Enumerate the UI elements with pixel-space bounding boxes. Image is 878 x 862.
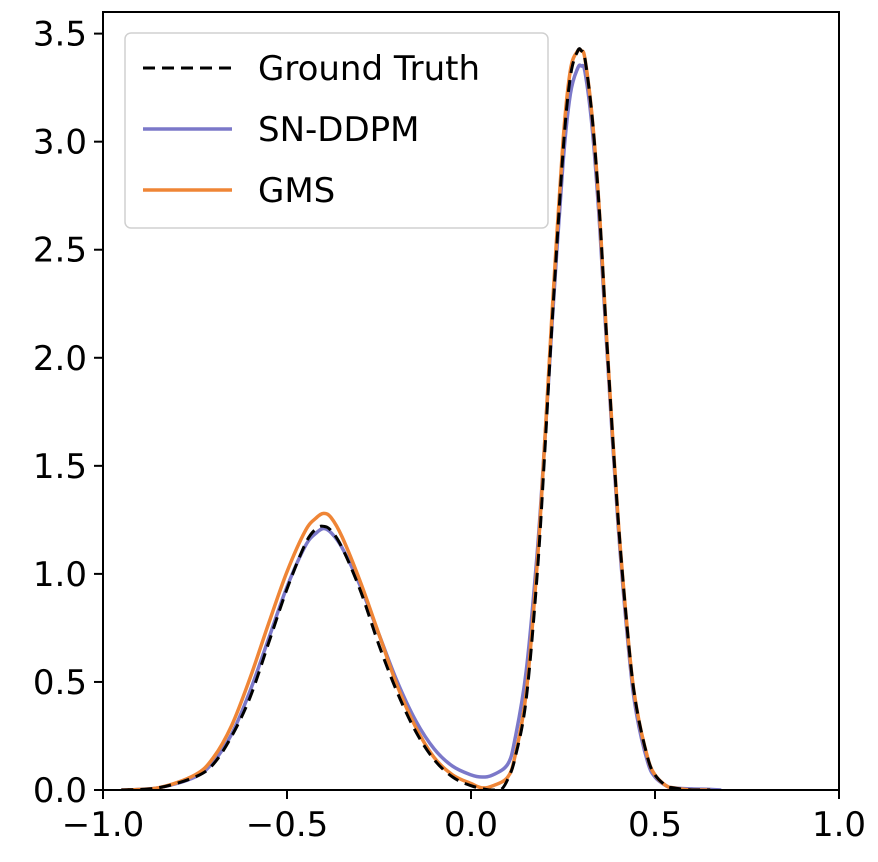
y-tick-label: 3.0 bbox=[33, 123, 87, 163]
y-tick-label: 1.5 bbox=[33, 447, 87, 487]
x-tick-label: −0.5 bbox=[246, 805, 329, 845]
y-tick-label: 0.0 bbox=[33, 771, 87, 811]
y-tick-label: 2.5 bbox=[33, 231, 87, 271]
x-tick-label: 0.5 bbox=[628, 805, 682, 845]
legend: Ground Truth SN-DDPM GMS bbox=[124, 32, 549, 229]
legend-label-ground-truth: Ground Truth bbox=[258, 49, 480, 89]
x-tick-label: −1.0 bbox=[62, 805, 145, 845]
series-layer bbox=[121, 47, 722, 790]
x-tick-label: 1.0 bbox=[812, 805, 866, 845]
y-axis: 0.0 0.5 1.0 1.5 2.0 2.5 3.0 3.5 bbox=[33, 15, 103, 811]
y-tick-label: 0.5 bbox=[33, 663, 87, 703]
y-tick-label: 1.0 bbox=[33, 555, 87, 595]
legend-label-sn-ddpm: SN-DDPM bbox=[258, 110, 419, 150]
x-tick-label: 0.0 bbox=[444, 805, 498, 845]
y-tick-label: 2.0 bbox=[33, 339, 87, 379]
legend-box bbox=[124, 32, 549, 229]
y-tick-label: 3.5 bbox=[33, 15, 87, 55]
legend-label-gms: GMS bbox=[258, 171, 335, 211]
x-axis: −1.0 −0.5 0.0 0.5 1.0 bbox=[62, 790, 866, 845]
